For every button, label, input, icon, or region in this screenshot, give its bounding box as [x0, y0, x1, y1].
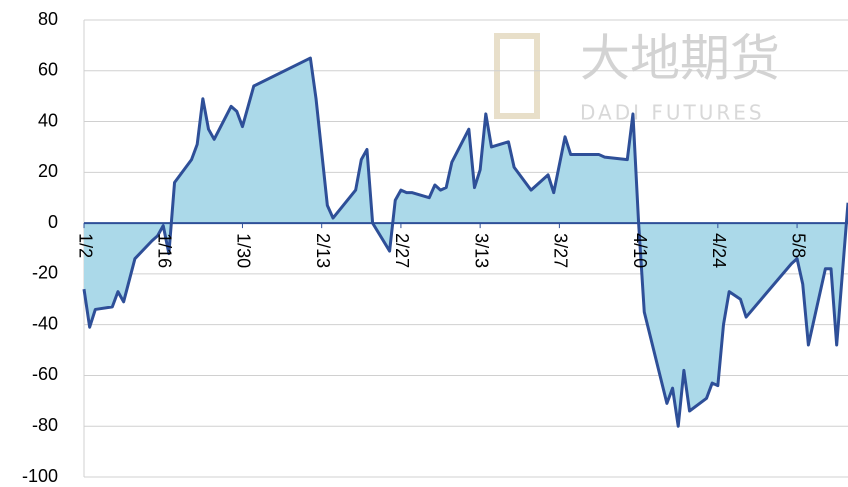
- x-tick-label: 2/13: [313, 233, 333, 268]
- x-tick-label: 5/8: [788, 233, 808, 258]
- x-tick-label: 1/2: [75, 233, 95, 258]
- watermark: 大地期货 DADI FUTURES: [494, 30, 780, 125]
- y-tick-label: -100: [22, 466, 58, 486]
- x-tick-label: 1/30: [234, 233, 254, 268]
- area: [84, 58, 848, 427]
- y-tick-label: -80: [32, 415, 58, 435]
- watermark-logo: [494, 33, 540, 119]
- x-tick-label: 4/10: [630, 233, 650, 268]
- x-tick-label: 3/27: [551, 233, 571, 268]
- watermark-subtitle: DADI FUTURES: [580, 101, 765, 125]
- y-tick-label: -40: [32, 313, 58, 333]
- y-tick-label: -60: [32, 364, 58, 384]
- x-tick-label: 1/16: [154, 233, 174, 268]
- y-tick-label: 60: [38, 60, 58, 80]
- x-tick-label: 4/24: [709, 233, 729, 268]
- x-tick-label: 2/27: [392, 233, 412, 268]
- watermark-title: 大地期货: [580, 30, 780, 88]
- y-tick-label: 80: [38, 9, 58, 29]
- y-tick-label: 40: [38, 110, 58, 130]
- line: [82, 56, 848, 428]
- x-tick-label: 3/13: [471, 233, 491, 268]
- y-tick-label: -20: [32, 263, 58, 283]
- y-tick-label: 0: [48, 212, 58, 232]
- y-tick-label: 20: [38, 161, 58, 181]
